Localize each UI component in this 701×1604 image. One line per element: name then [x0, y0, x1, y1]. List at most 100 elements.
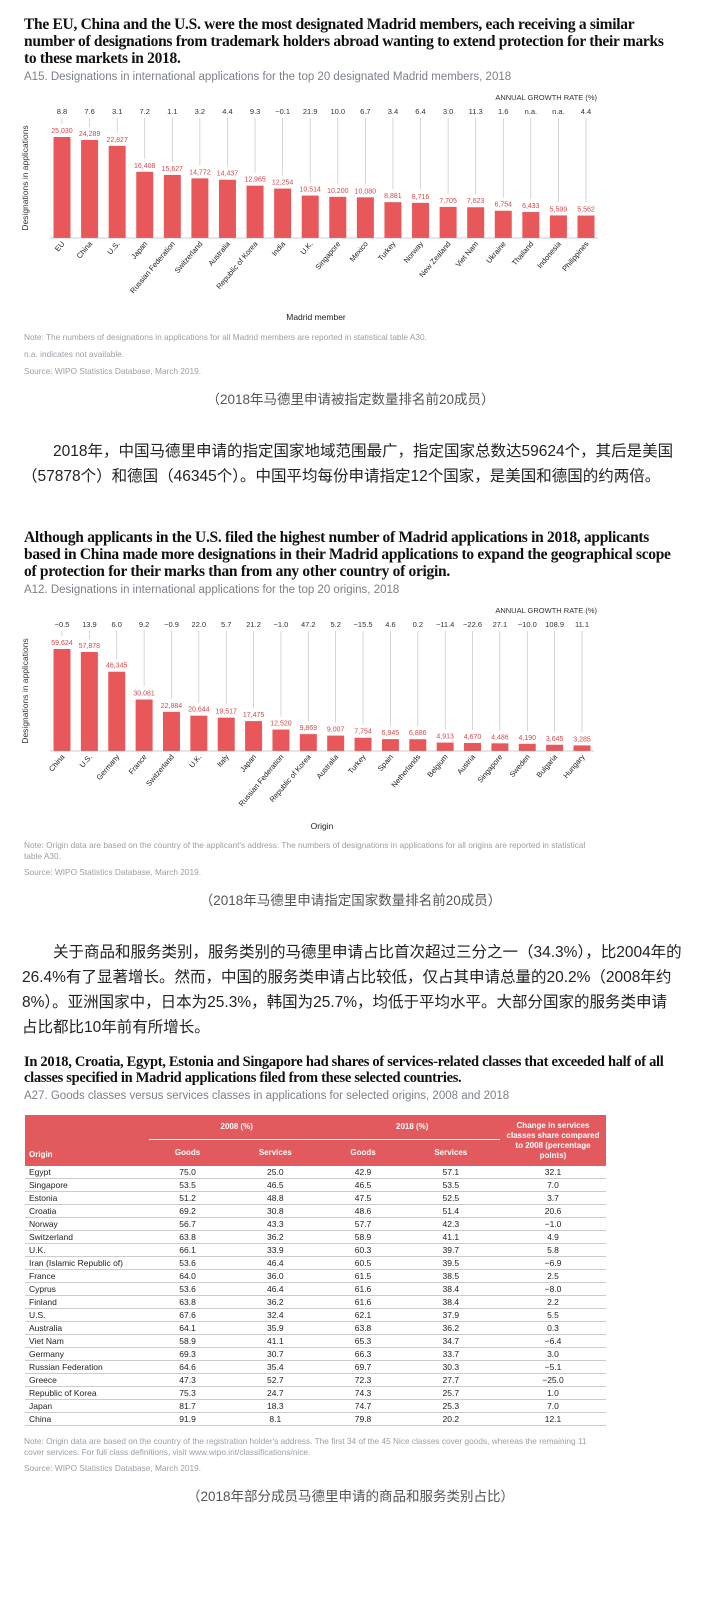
table-cell: 57.1: [401, 1166, 500, 1179]
table-cell: 36.2: [401, 1321, 500, 1335]
table-cell: 24.7: [226, 1386, 325, 1400]
growth-rate-label: −10.0: [518, 620, 537, 629]
value-label: 46,345: [106, 663, 128, 670]
table-cell: 53.6: [149, 1282, 227, 1296]
x-tick-label: Norway: [402, 239, 425, 264]
table-cell: 42.3: [401, 1217, 500, 1231]
value-label: 8,881: [384, 193, 402, 200]
origin-cell: Egypt: [25, 1166, 149, 1179]
bar: [522, 212, 540, 238]
table-cell: 48.8: [226, 1191, 325, 1205]
table-cell: 48.6: [324, 1204, 402, 1218]
table-cell: 46.4: [226, 1282, 325, 1296]
source: Source: WIPO Statistics Database, March …: [24, 867, 202, 877]
table-cell: 36.2: [226, 1230, 325, 1244]
caption: （2018年马德里申请指定国家数量排名前20成员）: [199, 893, 502, 908]
table-cell: 69.3: [149, 1347, 227, 1361]
value-label: 4,913: [436, 734, 454, 741]
bar: [573, 745, 591, 751]
bar: [464, 743, 482, 751]
origin-cell: Singapore: [25, 1178, 149, 1192]
table-cell: 53.5: [149, 1178, 227, 1192]
value-label: 6,754: [494, 202, 512, 209]
bar: [246, 185, 264, 238]
chart2-section: Although applicants in the U.S. filed th…: [0, 529, 701, 1040]
table-cell: 46.4: [226, 1256, 325, 1270]
table-row: Cyprus 53.6 46.4 61.6 38.4 −8.0: [25, 1282, 606, 1296]
table-cell: 60.3: [324, 1243, 402, 1257]
origin-cell: Estonia: [25, 1191, 149, 1205]
origin-cell: Russian Federation: [25, 1360, 149, 1374]
table-section: In 2018, Croatia, Egypt, Estonia and Sin…: [0, 1054, 701, 1506]
table-cell: 35.9: [226, 1321, 325, 1335]
x-tick-label: Austria: [455, 752, 477, 776]
origin-cell: Republic of Korea: [25, 1386, 149, 1400]
bar: [136, 171, 154, 238]
growth-rate-label: −15.5: [354, 620, 373, 629]
table-cell: 61.6: [324, 1295, 402, 1309]
table-cell: 61.6: [324, 1282, 402, 1296]
table-cell: 30.8: [226, 1204, 325, 1218]
growth-rate-label: 11.1: [575, 620, 589, 629]
source: Source: WIPO Statistics Database, March …: [24, 1463, 202, 1473]
table-row: Singapore 53.5 46.5 46.5 53.5 7.0: [25, 1178, 606, 1192]
value-label: 10,200: [327, 188, 349, 195]
value-label: 30,081: [133, 691, 155, 698]
table-row: Greece 47.3 52.7 72.3 27.7 −25.0: [25, 1373, 606, 1387]
x-tick-label: Singapore: [313, 240, 342, 272]
bar: [301, 195, 319, 238]
x-axis-label: Madrid member: [286, 312, 346, 322]
bar: [299, 734, 317, 751]
x-tick-label: Viet Nam: [454, 240, 481, 269]
paragraph: 关于商品和服务类别，服务类别的马德里申请占比首次超过三分之一（34.3%），比2…: [22, 944, 682, 1036]
table-cell: 91.9: [149, 1412, 227, 1426]
table-cell: 25.7: [401, 1386, 500, 1400]
table-title: In 2018, Croatia, Egypt, Estonia and Sin…: [24, 1054, 664, 1086]
table-cell: 62.1: [324, 1308, 402, 1322]
table-cell: 41.1: [401, 1230, 500, 1244]
bar: [549, 215, 567, 238]
value-label: 14,437: [217, 171, 239, 178]
table-cell: 64.6: [149, 1360, 227, 1374]
table-row: Iran (Islamic Republic of) 53.6 46.4 60.5 39…: [25, 1256, 606, 1270]
table-cell: 75.0: [149, 1166, 227, 1179]
table-row: Norway 56.7 43.3 57.7 42.3 −1.0: [25, 1217, 606, 1231]
table-cell: 47.3: [149, 1373, 227, 1387]
x-tick-label: Switzerland: [144, 753, 176, 788]
x-tick-label: Spain: [376, 753, 395, 773]
table-cell: 0.3: [500, 1321, 606, 1335]
bar: [272, 729, 290, 751]
origin-cell: Japan: [25, 1399, 149, 1413]
table-cell: 52.7: [226, 1373, 325, 1387]
growth-rate-label: 7.6: [84, 107, 94, 116]
chart2-notes: Note: Origin data are based on the count…: [24, 840, 604, 878]
value-label: 4,670: [464, 734, 482, 741]
x-tick-label: U.S.: [105, 240, 121, 257]
growth-rate-label: 8.8: [57, 107, 67, 116]
bar: [381, 739, 399, 751]
origin-cell: Viet Nam: [25, 1334, 149, 1348]
x-tick-label: Italy: [215, 752, 231, 769]
x-tick-label: Switzerland: [173, 240, 205, 275]
value-label: 17,475: [243, 712, 265, 719]
group-header: 2018 (%): [324, 1115, 500, 1140]
growth-rate-label: 7.2: [140, 107, 150, 116]
growth-rate-label: 11.3: [469, 107, 483, 116]
chart1-section: The EU, China and the U.S. were the most…: [0, 16, 701, 489]
growth-rate-header: ANNUAL GROWTH RATE (%): [495, 606, 597, 615]
table-row: Russian Federation 64.6 35.4 69.7 30.3 −5.1: [25, 1360, 606, 1374]
bar: [356, 197, 374, 238]
origin-cell: Cyprus: [25, 1282, 149, 1296]
chart1-title: The EU, China and the U.S. were the most…: [24, 16, 664, 67]
bar: [162, 711, 180, 751]
value-label: 6,945: [382, 730, 400, 737]
table-cell: 56.7: [149, 1217, 227, 1231]
x-tick-label: Turkey: [346, 752, 368, 775]
x-tick-label: Japan: [129, 240, 149, 261]
table-cell: 46.5: [324, 1178, 402, 1192]
origin-cell: U.K.: [25, 1243, 149, 1257]
bar: [218, 179, 236, 238]
table-cell: 5.5: [500, 1308, 606, 1322]
bar: [108, 671, 126, 751]
bar: [190, 715, 208, 751]
